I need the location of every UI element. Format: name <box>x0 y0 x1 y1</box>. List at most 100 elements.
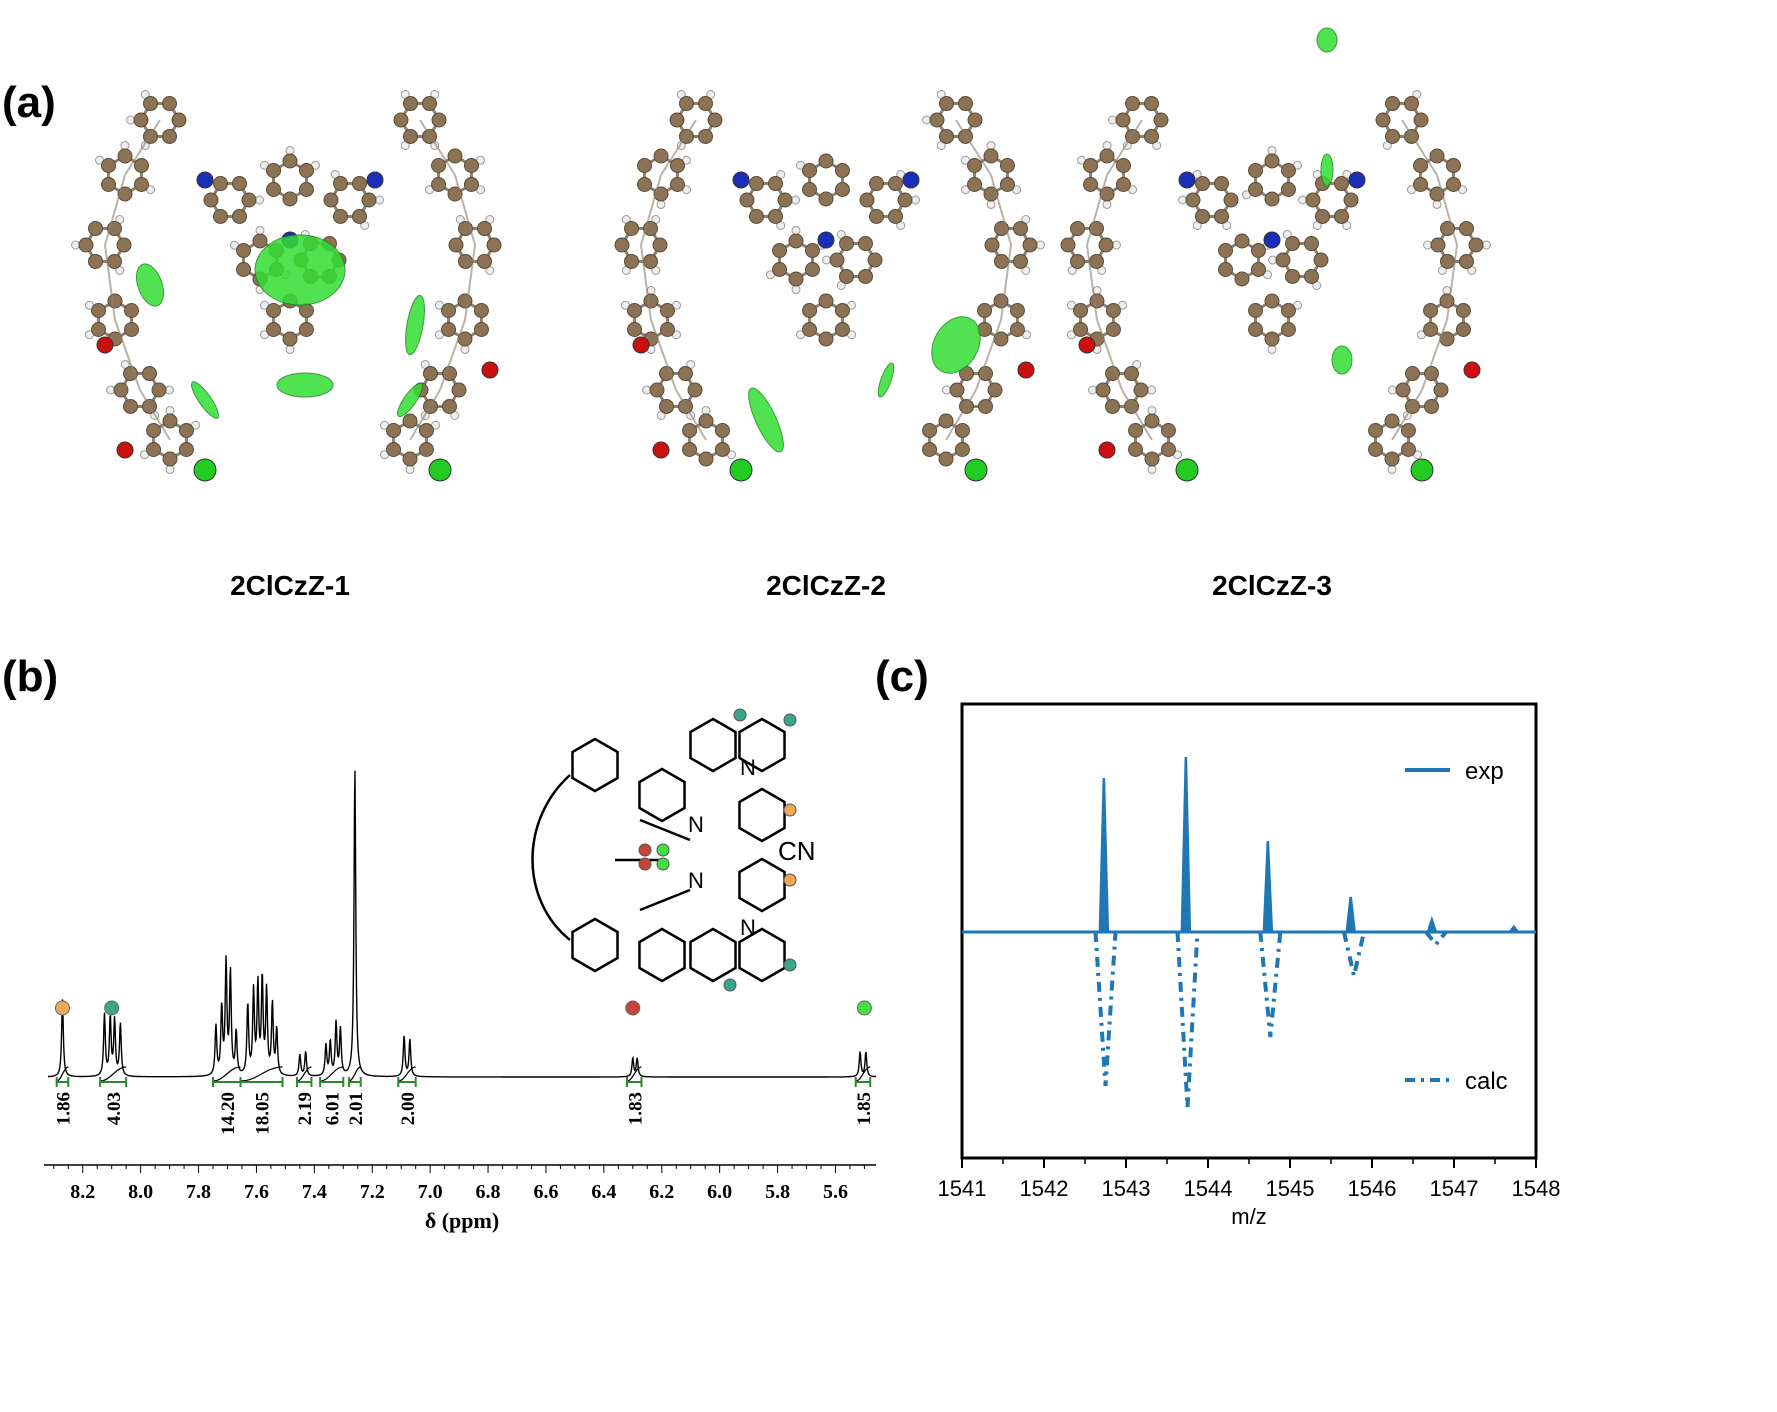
chlorine-atom <box>193 458 217 482</box>
carbon-atom <box>1280 163 1296 178</box>
hydrogen-atom <box>405 464 415 474</box>
exp-peak <box>1098 777 1110 933</box>
carbon-atom <box>749 208 764 224</box>
carbon-atom <box>447 148 463 164</box>
carbon-atom <box>858 236 873 252</box>
hydrogen-atom <box>1178 195 1188 205</box>
hydrogen-atom <box>1267 146 1277 156</box>
inset-marker-atom <box>723 978 737 992</box>
carbon-atom <box>1459 221 1474 237</box>
carbon-atom <box>678 366 693 382</box>
carbon-atom <box>888 208 903 224</box>
nmr-spectrum-line <box>48 770 876 1078</box>
carbon-atom <box>802 303 818 318</box>
panel-b-label: (b) <box>2 652 59 701</box>
x-tick-label: 8.2 <box>70 1181 95 1203</box>
carbon-atom <box>463 158 479 173</box>
exp-peak <box>1345 896 1356 933</box>
integral-value-label: 1.86 <box>53 1092 74 1125</box>
carbon-atom <box>802 163 818 178</box>
x-tick-label: 7.6 <box>244 1181 269 1203</box>
peak-marker <box>54 1000 70 1016</box>
carbon-atom <box>441 303 457 318</box>
inset-marker-atom <box>656 857 670 871</box>
carbon-atom <box>252 233 268 249</box>
carbon-atom <box>1105 366 1120 382</box>
carbon-atom <box>282 153 298 169</box>
hydrogen-atom <box>942 385 952 395</box>
carbon-atom <box>146 423 162 438</box>
carbon-atom <box>659 366 674 382</box>
carbon-atom <box>1234 271 1250 287</box>
carbon-atom <box>123 303 139 318</box>
carbon-atom <box>659 322 675 337</box>
x-tick-label: 1544 <box>1184 1176 1233 1201</box>
hydrogen-atom <box>1147 406 1157 416</box>
integral-curve <box>212 1066 241 1082</box>
integral-curve <box>240 1066 283 1082</box>
oxygen-atom <box>96 336 114 354</box>
carbon-atom <box>162 96 177 112</box>
carbon-atom <box>146 442 162 457</box>
carbon-atom <box>999 177 1015 192</box>
carbon-atom <box>1105 303 1121 318</box>
x-tick-label: 7.8 <box>186 1181 211 1203</box>
carbon-atom <box>1424 398 1439 414</box>
hydrogen-atom <box>1102 199 1112 209</box>
carbon-atom <box>1115 112 1131 128</box>
integral-value-label: 1.83 <box>625 1092 646 1125</box>
carbon-atom <box>441 322 457 337</box>
hydrogen-atom <box>1432 199 1442 209</box>
carbon-atom <box>739 192 755 208</box>
hydrogen-atom <box>120 141 130 151</box>
carbon-atom <box>777 192 793 208</box>
carbon-atom <box>1218 243 1234 258</box>
panel-c-label: (c) <box>875 652 929 701</box>
hydrogen-atom <box>1146 385 1156 395</box>
calc-peak <box>1258 931 1283 1038</box>
carbon-atom <box>266 322 282 337</box>
carbon-atom <box>1250 262 1266 277</box>
chlorine-atom <box>1410 458 1434 482</box>
carbon-atom <box>984 237 1000 253</box>
carbon-atom <box>1144 128 1159 144</box>
carbon-atom <box>352 176 367 192</box>
hydrogen-atom <box>285 344 295 354</box>
carbon-atom <box>679 96 694 112</box>
carbon-atom <box>361 192 377 208</box>
integral-value-label: 2.00 <box>398 1092 419 1125</box>
carbon-atom <box>788 233 804 249</box>
hydrogen-atom <box>1108 115 1118 125</box>
carbon-atom <box>714 442 730 457</box>
exp-peak <box>1426 915 1438 933</box>
carbon-atom <box>442 366 457 382</box>
hydrogen-atom <box>986 199 996 209</box>
interaction-surface <box>135 263 165 307</box>
interaction-surface <box>190 381 220 419</box>
hydrogen-atom <box>254 195 264 205</box>
carbon-atom <box>1128 423 1144 438</box>
carbon-atom <box>1250 243 1266 258</box>
carbon-atom <box>1144 96 1159 112</box>
integral-value-label: 2.01 <box>346 1092 367 1125</box>
carbon-atom <box>1455 322 1471 337</box>
carbon-atom <box>1185 192 1201 208</box>
carbon-atom <box>1099 148 1115 164</box>
carbon-atom <box>91 322 107 337</box>
carbon-atom <box>1413 177 1429 192</box>
carbon-atom <box>1234 233 1250 249</box>
carbon-atom <box>897 192 913 208</box>
carbon-atom <box>323 192 339 208</box>
benzene-ring <box>638 767 686 823</box>
cyano-label: CN <box>778 836 816 866</box>
carbon-atom <box>714 423 730 438</box>
x-axis-title: m/z <box>1231 1204 1266 1229</box>
carbon-atom <box>298 163 314 178</box>
inset-marker-atom <box>783 803 797 817</box>
carbon-atom <box>403 128 418 144</box>
carbon-atom <box>386 423 402 438</box>
carbon-atom <box>213 176 228 192</box>
inset-chemical-structure: CN N N N N <box>531 708 816 992</box>
carbon-atom <box>162 451 178 467</box>
oxygen-atom <box>652 441 670 459</box>
